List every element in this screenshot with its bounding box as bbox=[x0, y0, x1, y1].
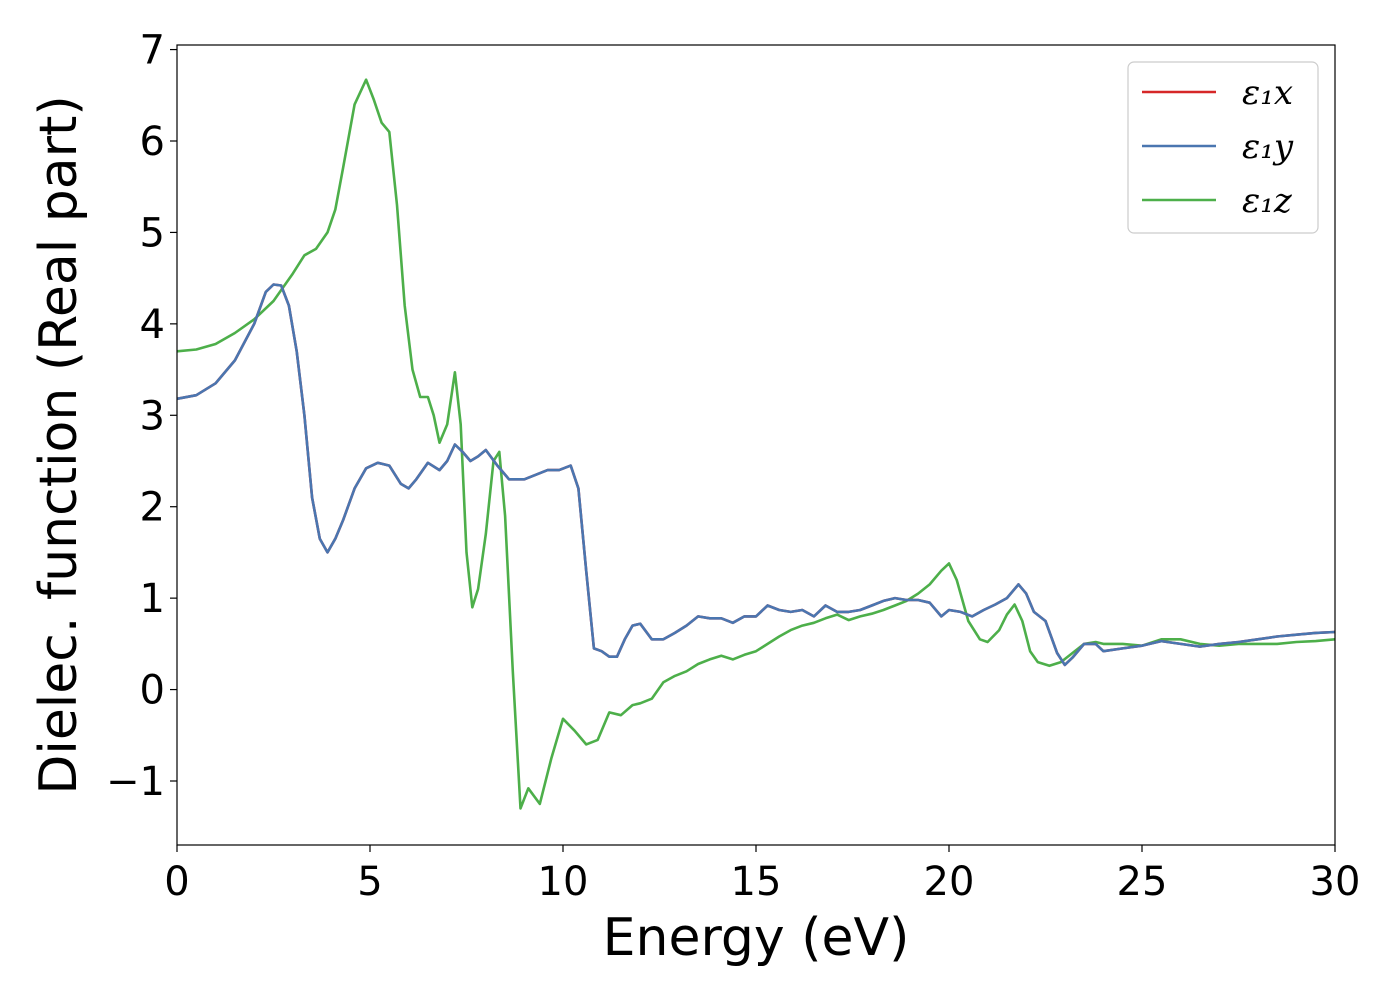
y-tick-label: −1 bbox=[106, 759, 165, 805]
series-layer bbox=[176, 78, 1336, 810]
x-tick-label: 10 bbox=[538, 859, 589, 905]
y-axis-label: Dielec. function (Real part) bbox=[29, 95, 89, 794]
y-tick-label: 0 bbox=[140, 668, 165, 714]
y-axis-ticks: −1 0 1 2 3 4 5 6 7 bbox=[106, 28, 177, 805]
x-axis-label: Energy (eV) bbox=[603, 908, 910, 968]
x-tick-label: 25 bbox=[1117, 859, 1168, 905]
x-tick-label: 15 bbox=[731, 859, 782, 905]
legend-label-ey: ε₁y bbox=[1242, 127, 1294, 167]
legend-box bbox=[1127, 61, 1319, 234]
legend-label-ex: ε₁x bbox=[1242, 73, 1293, 113]
y-tick-label: 5 bbox=[140, 210, 165, 256]
legend: ε₁x ε₁y ε₁z bbox=[1127, 61, 1319, 234]
y-tick-label: 7 bbox=[140, 28, 165, 74]
y-tick-label: 1 bbox=[140, 576, 165, 622]
y-tick-label: 4 bbox=[140, 302, 165, 348]
x-tick-label: 20 bbox=[924, 859, 975, 905]
y-tick-label: 3 bbox=[140, 393, 165, 439]
legend-label-ez: ε₁z bbox=[1242, 181, 1293, 221]
x-axis-ticks: 0 5 10 15 20 25 30 bbox=[164, 845, 1360, 905]
series-epsilon1-y bbox=[176, 283, 1336, 667]
series-epsilon1-z bbox=[176, 78, 1336, 810]
x-tick-label: 0 bbox=[164, 859, 189, 905]
x-tick-label: 30 bbox=[1310, 859, 1361, 905]
y-tick-label: 6 bbox=[140, 119, 165, 165]
x-tick-label: 5 bbox=[357, 859, 382, 905]
y-tick-label: 2 bbox=[140, 485, 165, 531]
